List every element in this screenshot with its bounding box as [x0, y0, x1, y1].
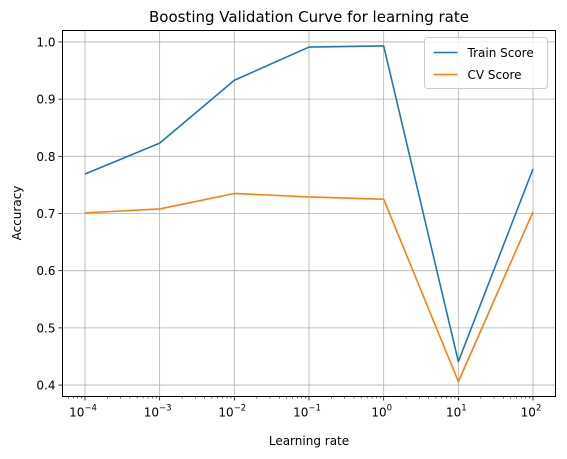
x-tick-label: 10−2 — [218, 404, 246, 420]
y-tick-label: 0.6 — [36, 264, 55, 278]
x-tick-label: 100 — [371, 404, 392, 420]
y-tick-label: 0.5 — [36, 321, 55, 335]
y-tick-label: 0.9 — [36, 93, 55, 107]
x-tick-label: 101 — [446, 404, 467, 420]
grid — [62, 30, 556, 397]
series-line — [84, 192, 534, 383]
y-tick-label: 0.8 — [36, 150, 55, 164]
legend-label: Train Score — [467, 46, 534, 60]
x-tick-label: 102 — [521, 404, 542, 420]
y-tick-label: 0.4 — [36, 379, 55, 393]
series-line — [84, 45, 534, 363]
legend: Train Score CV Score — [424, 37, 548, 89]
y-tick-label: 1.0 — [36, 35, 55, 49]
x-axis-ticks: 10−4 10−3 10−2 10−1 100 101 102 — [68, 396, 542, 420]
x-axis-label: Learning rate — [269, 434, 349, 448]
y-tick-label: 0.7 — [36, 207, 55, 221]
x-tick-label: 10−4 — [69, 404, 97, 420]
legend-box — [424, 37, 548, 89]
x-tick-label: 10−1 — [293, 404, 321, 420]
chart-title: Boosting Validation Curve for learning r… — [149, 8, 469, 26]
x-tick-label: 10−3 — [144, 404, 172, 420]
series-lines — [84, 45, 534, 383]
y-axis-label: Accuracy — [10, 186, 24, 241]
legend-label: CV Score — [468, 68, 522, 82]
y-axis-ticks: 0.4 0.5 0.6 0.7 0.8 0.9 1.0 — [36, 35, 63, 393]
